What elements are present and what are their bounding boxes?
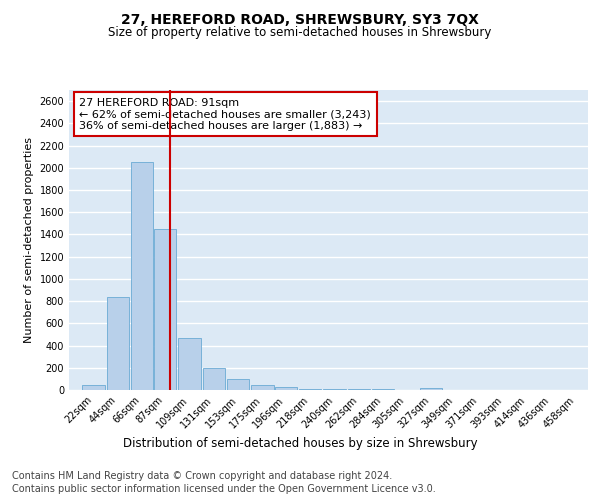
Text: 27, HEREFORD ROAD, SHREWSBURY, SY3 7QX: 27, HEREFORD ROAD, SHREWSBURY, SY3 7QX <box>121 12 479 26</box>
Bar <box>107 296 129 390</box>
Bar <box>419 388 442 390</box>
Bar <box>227 380 250 390</box>
Bar <box>251 385 274 390</box>
Bar <box>275 387 297 390</box>
Bar <box>154 229 176 390</box>
Bar <box>131 162 153 390</box>
Bar <box>178 338 201 390</box>
Bar <box>203 368 225 390</box>
Bar <box>82 385 104 390</box>
Text: Contains public sector information licensed under the Open Government Licence v3: Contains public sector information licen… <box>12 484 436 494</box>
Text: Distribution of semi-detached houses by size in Shrewsbury: Distribution of semi-detached houses by … <box>122 438 478 450</box>
Bar <box>299 389 322 390</box>
Y-axis label: Number of semi-detached properties: Number of semi-detached properties <box>24 137 34 343</box>
Text: Contains HM Land Registry data © Crown copyright and database right 2024.: Contains HM Land Registry data © Crown c… <box>12 471 392 481</box>
Text: 27 HEREFORD ROAD: 91sqm
← 62% of semi-detached houses are smaller (3,243)
36% of: 27 HEREFORD ROAD: 91sqm ← 62% of semi-de… <box>79 98 371 130</box>
Text: Size of property relative to semi-detached houses in Shrewsbury: Size of property relative to semi-detach… <box>109 26 491 39</box>
